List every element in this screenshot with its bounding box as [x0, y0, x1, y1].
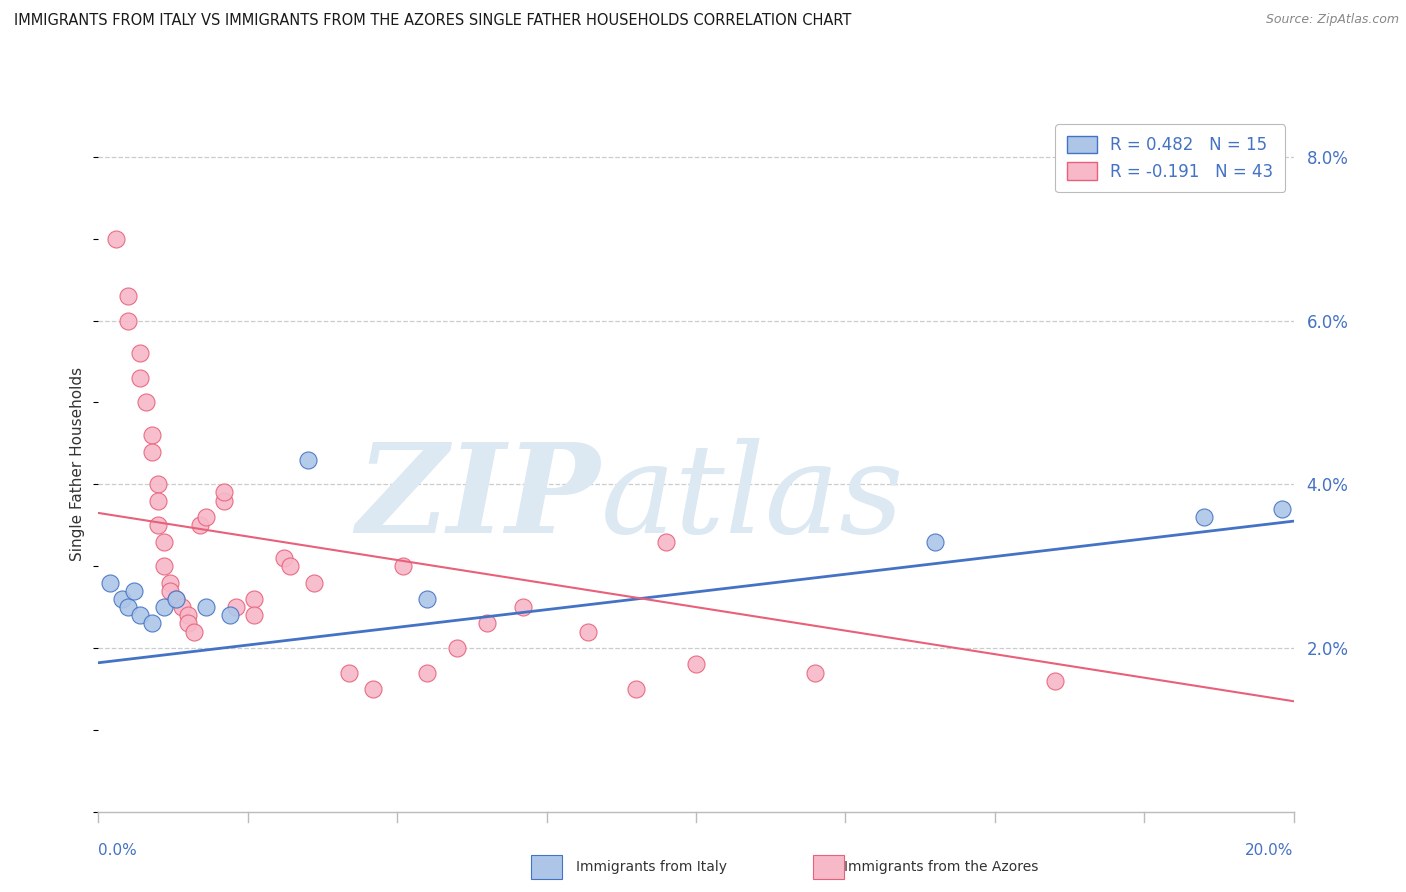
Text: 0.0%: 0.0%: [98, 843, 138, 858]
Point: [159, 575, 181, 590]
Point: [576, 624, 599, 639]
Text: IMMIGRANTS FROM ITALY VS IMMIGRANTS FROM THE AZORES SINGLE FATHER HOUSEHOLDS COR: IMMIGRANTS FROM ITALY VS IMMIGRANTS FROM…: [14, 13, 852, 29]
Point: [685, 657, 707, 672]
Point: [446, 640, 468, 655]
Text: Source: ZipAtlas.com: Source: ZipAtlas.com: [1265, 13, 1399, 27]
Point: [100, 575, 122, 590]
Point: [475, 616, 498, 631]
Text: Immigrants from Italy: Immigrants from Italy: [576, 860, 727, 874]
Point: [804, 665, 827, 680]
Point: [512, 600, 534, 615]
Point: [1043, 673, 1066, 688]
Point: [172, 600, 194, 615]
Point: [1192, 510, 1215, 524]
Point: [183, 624, 205, 639]
Point: [302, 575, 325, 590]
Point: [212, 493, 235, 508]
Point: [165, 591, 187, 606]
Point: [195, 510, 218, 524]
Point: [655, 534, 678, 549]
Point: [117, 313, 139, 327]
Point: [129, 346, 152, 360]
Point: [924, 534, 946, 549]
Point: [153, 600, 176, 615]
Point: [135, 395, 157, 409]
Point: [105, 232, 128, 246]
Point: [416, 591, 439, 606]
Point: [141, 444, 163, 458]
Point: [273, 551, 295, 566]
Y-axis label: Single Father Households: Single Father Households: [70, 367, 86, 561]
Point: [148, 518, 170, 533]
Point: [297, 452, 319, 467]
Point: [188, 518, 211, 533]
Point: [153, 559, 176, 574]
Point: [219, 608, 242, 623]
Point: [117, 289, 139, 303]
Point: [339, 665, 360, 680]
Point: [361, 681, 384, 696]
Point: [141, 616, 163, 631]
Point: [278, 559, 301, 574]
Point: [148, 477, 170, 491]
Text: ZIP: ZIP: [357, 438, 600, 559]
Point: [153, 534, 176, 549]
Point: [148, 493, 170, 508]
Point: [141, 428, 163, 442]
Point: [177, 608, 200, 623]
Point: [1271, 501, 1294, 516]
Point: [177, 616, 200, 631]
Point: [129, 608, 152, 623]
Point: [124, 583, 146, 598]
Point: [212, 485, 235, 500]
Text: Immigrants from the Azores: Immigrants from the Azores: [844, 860, 1038, 874]
Point: [117, 600, 139, 615]
Point: [165, 591, 187, 606]
Text: 20.0%: 20.0%: [1246, 843, 1294, 858]
Point: [416, 665, 439, 680]
Point: [111, 591, 134, 606]
Point: [243, 608, 266, 623]
Point: [159, 583, 181, 598]
Point: [243, 591, 266, 606]
Point: [195, 600, 218, 615]
Point: [129, 371, 152, 385]
Point: [392, 559, 415, 574]
Point: [626, 681, 648, 696]
Text: atlas: atlas: [600, 438, 904, 559]
Point: [225, 600, 247, 615]
Legend: R = 0.482   N = 15, R = -0.191   N = 43: R = 0.482 N = 15, R = -0.191 N = 43: [1056, 124, 1285, 193]
